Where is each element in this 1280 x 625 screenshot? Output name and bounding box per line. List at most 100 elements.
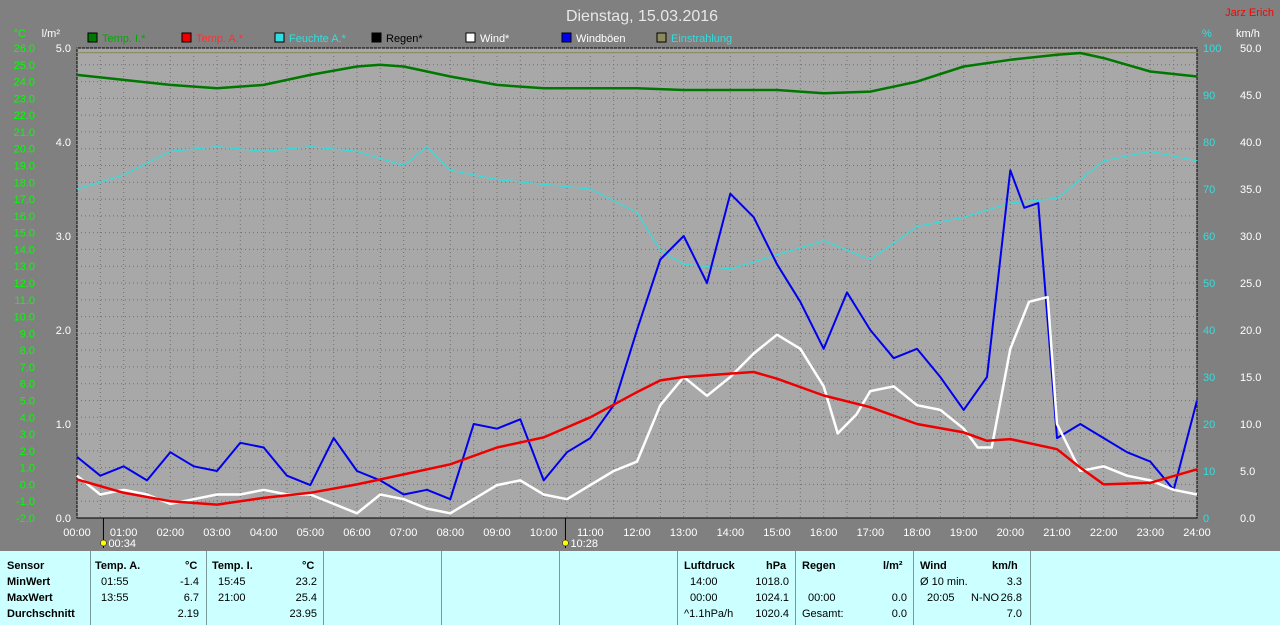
wind-tick-label: 15.0 — [1240, 372, 1261, 384]
temp-a-max-time: 13:55 — [101, 592, 129, 604]
hum-tick-label: 20 — [1203, 419, 1215, 431]
series-line-temp-i — [76, 51, 1198, 95]
sunrise-time-label: 00:34 — [108, 538, 136, 550]
time-tick-label: 22:00 — [1090, 527, 1118, 539]
series-line-windb-en — [76, 169, 1198, 501]
hum-tick-label: 0 — [1203, 513, 1209, 525]
pressure-trend: ^1.1hPa/h — [684, 608, 734, 620]
temp-a-min-time: 01:55 — [101, 576, 129, 588]
time-tick-label: 01:00 — [110, 527, 138, 539]
hum-tick-label: 60 — [1203, 231, 1215, 243]
time-tick-label: 03:00 — [203, 527, 231, 539]
sensor-row-min: MinWert — [7, 576, 51, 588]
rain-max-time: 00:00 — [808, 592, 836, 604]
temp-a-title: Temp. A. — [95, 560, 141, 572]
wind-tick-label: 30.0 — [1240, 231, 1261, 243]
hum-tick-label: 80 — [1203, 137, 1215, 149]
temp-tick-label: 24.0 — [14, 77, 35, 89]
axis-ticks: 26.0 25.0 24.0 23.0 22.0 21.0 20.0 19.0 18.0 17.0… — [14, 43, 1262, 539]
temp-tick-label: 1.0 — [20, 463, 35, 475]
hum-tick-label: 100 — [1203, 43, 1221, 55]
rain-tick-label: 4.0 — [56, 137, 71, 149]
temp-i-unit: °C — [302, 560, 315, 572]
wind-title: Wind — [920, 560, 947, 572]
temp-tick-label: 7.0 — [20, 362, 35, 374]
temp-tick-label: 8.0 — [20, 345, 35, 357]
wind-tick-label: 25.0 — [1240, 278, 1261, 290]
rain-unit: l/m² — [883, 560, 903, 572]
temp-tick-label: 2.0 — [20, 446, 35, 458]
time-tick-label: 04:00 — [250, 527, 278, 539]
series-line-feuchte-a — [76, 146, 1198, 270]
rain-tick-label: 0.0 — [56, 513, 71, 525]
temp-tick-label: 15.0 — [14, 228, 35, 240]
legend-swatch — [371, 32, 382, 43]
wind-max-value: 26.8 — [1000, 592, 1022, 604]
temp-tick-label: 5.0 — [20, 396, 35, 408]
pressure-title: Luftdruck — [684, 560, 735, 572]
legend-label: Temp. I.* — [102, 33, 146, 45]
time-tick-label: 23:00 — [1137, 527, 1165, 539]
sunset-time-label: 10:28 — [570, 538, 598, 550]
rain-total-value: 0.0 — [891, 608, 907, 620]
pressure-max-time: 00:00 — [690, 592, 718, 604]
temp-a-avg-value: 2.19 — [177, 608, 199, 620]
temp-tick-label: 18.0 — [14, 177, 35, 189]
sunset-icon — [562, 539, 569, 547]
time-tick-label: 18:00 — [903, 527, 931, 539]
temp-tick-label: -2.0 — [16, 513, 35, 525]
temp-a-unit: °C — [185, 560, 198, 572]
temp-tick-label: -1.0 — [16, 496, 35, 508]
temp-tick-label: 22.0 — [14, 110, 35, 122]
hum-tick-label: 50 — [1203, 278, 1215, 290]
temp-tick-label: 20.0 — [14, 144, 35, 156]
series-line-wind — [76, 295, 1198, 515]
temp-tick-label: 12.0 — [14, 278, 35, 290]
time-tick-label: 02:00 — [157, 527, 185, 539]
temp-tick-label: 9.0 — [20, 328, 35, 340]
author-label: Jarz Erich — [1225, 7, 1274, 19]
sun-markers: 00:34 10:28 — [100, 518, 598, 550]
temp-tick-label: 0.0 — [20, 479, 35, 491]
temp-tick-label: 13.0 — [14, 261, 35, 273]
time-tick-label: 19:00 — [950, 527, 978, 539]
legend: Temp. I.* Temp. A.* Feuchte A.* Regen* Wind*… — [87, 32, 732, 45]
sunrise-icon — [100, 539, 107, 547]
temp-i-avg-value: 23.95 — [289, 608, 317, 620]
pressure-max-value: 1024.1 — [755, 592, 789, 604]
temp-i-min-value: 23.2 — [295, 576, 317, 588]
wind-avg10-label: Ø 10 min. — [920, 576, 968, 588]
time-tick-label: 11:00 — [577, 527, 604, 539]
time-tick-label: 17:00 — [857, 527, 885, 539]
time-tick-label: 15:00 — [763, 527, 791, 539]
wind-avg10-value: 3.3 — [1006, 576, 1022, 588]
wind-tick-label: 0.0 — [1240, 513, 1255, 525]
temp-i-max-value: 25.4 — [295, 592, 317, 604]
wind-avg-value: 7.0 — [1006, 608, 1022, 620]
pressure-avg-value: 1020.4 — [755, 608, 789, 620]
time-tick-label: 00:00 — [63, 527, 91, 539]
temp-i-max-time: 21:00 — [218, 592, 246, 604]
temp-unit-label: °C — [14, 28, 26, 40]
wind-max-direction: N-NO — [971, 592, 1000, 604]
wind-tick-label: 40.0 — [1240, 137, 1261, 149]
temp-a-max-value: 6.7 — [183, 592, 199, 604]
legend-swatch — [656, 32, 667, 43]
sensor-row-avg: Durchschnitt — [7, 608, 75, 620]
legend-swatch — [561, 32, 572, 43]
temp-tick-label: 26.0 — [14, 43, 35, 55]
legend-label: Regen* — [386, 33, 423, 45]
rain-max-value: 0.0 — [891, 592, 907, 604]
temp-tick-label: 23.0 — [14, 93, 35, 105]
temp-i-title: Temp. I. — [212, 560, 253, 572]
temp-i-min-time: 15:45 — [218, 576, 246, 588]
time-tick-label: 06:00 — [343, 527, 371, 539]
wind-tick-label: 50.0 — [1240, 43, 1261, 55]
time-tick-label: 05:00 — [297, 527, 325, 539]
series-line-temp-a — [76, 370, 1198, 506]
time-tick-label: 14:00 — [717, 527, 745, 539]
sensor-title: Sensor — [7, 560, 45, 572]
rain-tick-label: 2.0 — [56, 325, 71, 337]
temp-tick-label: 16.0 — [14, 211, 35, 223]
pressure-min-value: 1018.0 — [755, 576, 789, 588]
